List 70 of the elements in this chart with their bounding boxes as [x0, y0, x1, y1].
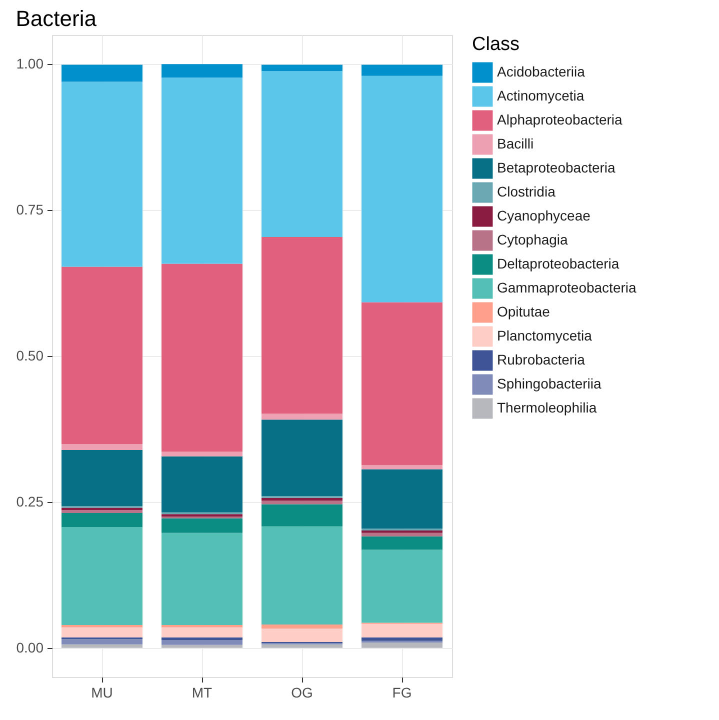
- bar: [262, 644, 342, 648]
- bar: [262, 64, 342, 72]
- bar: [62, 266, 142, 444]
- bar: [262, 628, 342, 642]
- legend-label: Clostridia: [497, 184, 556, 200]
- legend-label: Cytophagia: [497, 232, 568, 248]
- bar: [362, 76, 442, 302]
- bar: [262, 526, 342, 624]
- bar: [62, 82, 142, 267]
- x-tick-label: OG: [291, 684, 313, 700]
- legend-label: Deltaproteobacteria: [497, 256, 620, 272]
- y-tick-label: 0.50: [16, 348, 44, 364]
- bar: [262, 414, 342, 420]
- bar: [362, 64, 442, 76]
- bar: [162, 264, 242, 452]
- bar: [362, 469, 442, 529]
- bar: [262, 504, 342, 526]
- bar: [62, 639, 142, 644]
- bar: [162, 64, 242, 78]
- legend-label: Gammaproteobacteria: [497, 280, 637, 296]
- bar: [62, 510, 142, 513]
- bar: [62, 444, 142, 450]
- bar: [262, 236, 342, 414]
- legend-title: Class: [472, 34, 520, 55]
- bar: [162, 78, 242, 264]
- legend-label: Alphaproteobacteria: [497, 112, 623, 128]
- y-tick-label: 0.25: [16, 493, 44, 510]
- bar: [162, 644, 242, 648]
- legend-label: Thermoleophilia: [497, 400, 597, 416]
- bar: [62, 508, 142, 510]
- legend-label: Bacilli: [497, 136, 534, 152]
- bar: [362, 550, 442, 623]
- y-tick-label: 1.00: [16, 56, 44, 72]
- legend-label: Betaproteobacteria: [497, 160, 616, 176]
- chart-title: Bacteria: [16, 6, 98, 31]
- legend-label: Actinomycetia: [497, 88, 584, 104]
- legend-label: Acidobacteriia: [497, 64, 586, 80]
- legend-label: Cyanophyceae: [497, 208, 591, 224]
- bar: [162, 627, 242, 638]
- bar: [362, 302, 442, 466]
- bar: [62, 513, 142, 528]
- y-tick-label: 0.00: [16, 639, 44, 656]
- bar: [162, 456, 242, 512]
- bar: [62, 450, 142, 506]
- bar: [262, 71, 342, 237]
- bar: [262, 500, 342, 504]
- legend-label: Opitutae: [497, 304, 550, 320]
- x-tick-label: FG: [392, 684, 412, 700]
- bar: [262, 420, 342, 496]
- bar: [362, 465, 442, 470]
- bar: [62, 64, 142, 82]
- bar: [162, 640, 242, 645]
- legend-label: Sphingobacteriia: [497, 376, 602, 392]
- bar: [362, 637, 442, 641]
- bar: [362, 536, 442, 550]
- x-tick-label: MT: [192, 684, 213, 700]
- bar: [262, 624, 342, 629]
- x-tick-label: MU: [91, 684, 113, 700]
- bar: [62, 527, 142, 626]
- bar: [362, 532, 442, 536]
- bar: [162, 532, 242, 626]
- bar: [62, 627, 142, 638]
- legend-label: Planctomycetia: [497, 328, 592, 344]
- bar: [162, 452, 242, 456]
- legend-label: Rubrobacteria: [497, 352, 586, 368]
- bar: [362, 624, 442, 638]
- y-tick-label: 0.75: [16, 202, 44, 218]
- bar: [62, 644, 142, 648]
- bar: [362, 642, 442, 648]
- bar: [162, 518, 242, 533]
